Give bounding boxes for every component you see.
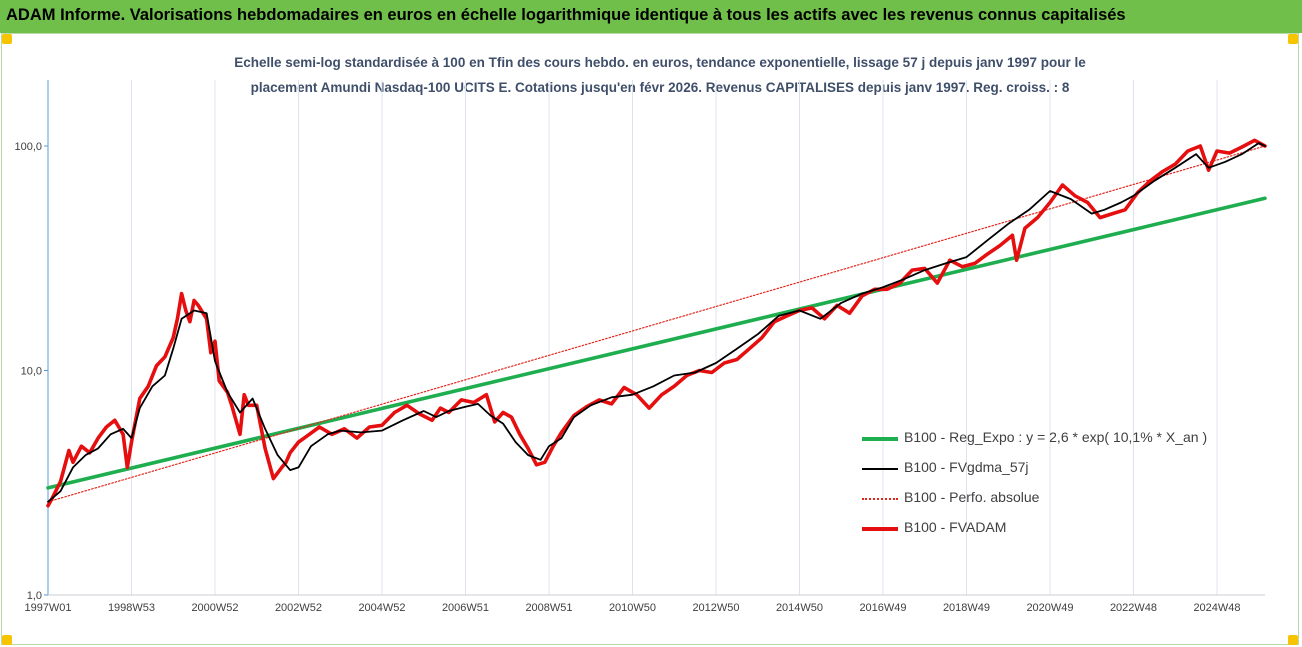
legend-label-fvadam: B100 - FVADAM	[904, 519, 1007, 535]
x-tick-label: 2000W52	[191, 602, 238, 614]
x-tick-label: 2024W48	[1193, 602, 1240, 614]
legend-swatch-perfo	[862, 498, 898, 500]
y-tick-label: 10,0	[21, 366, 42, 378]
chart-title-line2: placement Amundi Nasdaq-100 UCITS E. Cot…	[250, 80, 1070, 95]
x-tick-label: 2014W50	[776, 602, 823, 614]
legend-swatch-regression	[862, 437, 898, 441]
x-tick-label: 2008W51	[525, 602, 572, 614]
series-line-2	[47, 145, 1266, 503]
x-tick-label: 2004W52	[358, 602, 405, 614]
corner-marker	[1288, 34, 1298, 44]
chart-frame	[1, 33, 1299, 645]
x-tick-label: 2016W49	[859, 602, 906, 614]
legend-label-regression: B100 - Reg_Expo : y = 2,6 * exp( 10,1% *…	[904, 429, 1208, 445]
chart-title-line1: Echelle semi-log standardisée à 100 en T…	[234, 55, 1086, 70]
corner-marker	[2, 34, 12, 44]
legend-label-fvgdma: B100 - FVgdma_57j	[904, 459, 1029, 475]
y-tick-label: 100,0	[14, 141, 42, 153]
x-tick-label: 2010W50	[609, 602, 656, 614]
corner-marker	[1288, 635, 1298, 645]
x-tick-label: 2012W50	[692, 602, 739, 614]
x-tick-label: 2020W49	[1026, 602, 1073, 614]
header-bar	[0, 0, 1302, 33]
x-tick-label: 2002W52	[275, 602, 322, 614]
legend-label-perfo: B100 - Perfo. absolue	[904, 489, 1040, 505]
x-tick-label: 1998W53	[108, 602, 155, 614]
x-tick-label: 1997W01	[24, 602, 71, 614]
legend-swatch-fvadam	[862, 527, 898, 531]
x-tick-label: 2006W51	[442, 602, 489, 614]
header-title: ADAM Informe. Valorisations hebdomadaire…	[6, 6, 1126, 24]
corner-marker	[2, 635, 12, 645]
series-line-3	[46, 138, 1267, 508]
series-line-0	[46, 196, 1267, 490]
y-tick-label: 1,0	[27, 590, 42, 602]
legend-swatch-fvgdma	[862, 468, 898, 470]
x-tick-label: 2022W48	[1110, 602, 1157, 614]
series-line-1	[47, 142, 1266, 503]
x-tick-label: 2018W49	[943, 602, 990, 614]
